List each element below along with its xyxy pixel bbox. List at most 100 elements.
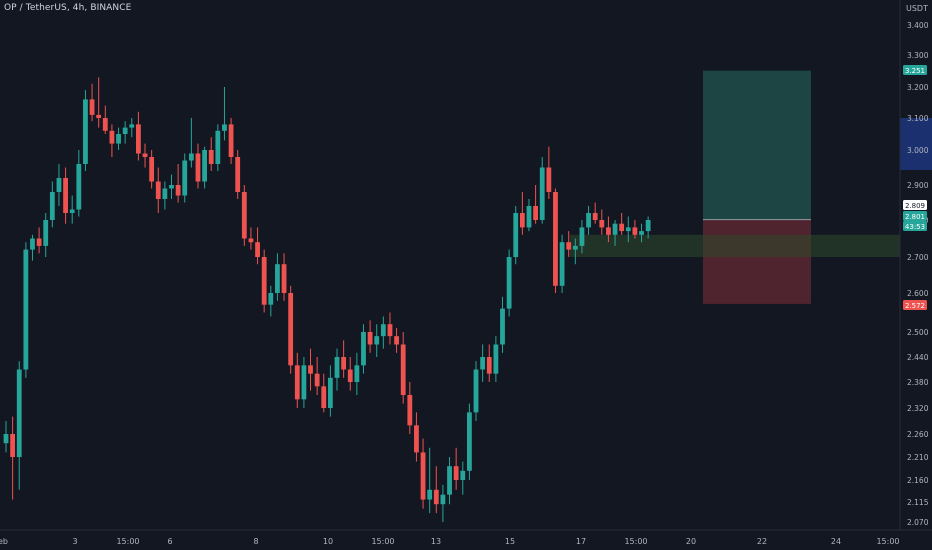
candle [102,105,108,134]
candle-body [420,452,426,500]
candle-body [175,185,181,196]
candle [354,352,360,395]
candle-body [433,489,439,505]
candle-body [453,466,459,480]
candle [553,188,558,293]
candle-body [427,489,433,500]
candle [16,361,22,490]
candle [301,357,307,408]
candle [473,361,479,421]
candle-body [367,332,373,345]
candle-body [56,178,62,192]
candle [241,185,247,246]
candle-body [308,365,313,374]
price-range-highlight [900,118,932,170]
candle-body [606,227,611,235]
candle-body [387,324,393,337]
candle-body [539,167,545,220]
candle [314,357,320,395]
candle-body [480,357,486,370]
candle-body [208,150,214,164]
candle-body [374,336,380,345]
candle-body [10,434,16,457]
price-tag-bg [903,211,927,221]
candle [308,348,313,391]
candle [645,216,651,239]
candle [195,143,201,189]
candle [440,484,446,522]
candle [566,231,572,257]
price-tick-label: 3.200 [907,83,929,92]
position-zones[interactable] [570,70,932,304]
price-tick-label: 3.100 [907,114,929,123]
candle-body [49,192,55,220]
price-tag: 43:53 [903,221,927,231]
price-tick-label: 2.440 [907,353,929,362]
time-tick-label: 3 [72,537,77,546]
candle [129,118,135,138]
candle-body [394,336,399,345]
candle [83,90,88,171]
candle-body [23,249,29,370]
candle [136,111,141,161]
time-tick-label: 15:00 [876,537,899,546]
candle-body [447,466,452,495]
candle-body [235,157,241,192]
candle-body [506,257,512,309]
candle-body [76,164,82,210]
candle [420,438,426,509]
candle [506,249,512,317]
candle-body [599,220,605,228]
candle-body [467,412,472,471]
candle-body [586,213,591,228]
candle-body [188,153,194,161]
time-axis[interactable]: eb 3 15:00 6 8 10 15:00 13 15 17 15:00 20 22 24 15:00 [0,537,900,546]
candle [632,220,638,239]
candle-body [460,470,466,480]
time-tick-label: 15 [505,537,515,546]
candle [606,216,611,243]
candle-body [519,213,525,228]
currency-unit[interactable]: USDT [906,4,928,13]
candle [89,83,95,122]
candle [294,352,300,408]
time-tick-label: 17 [576,537,586,546]
candle [334,348,340,391]
candle [493,336,499,382]
candle-body [129,124,135,128]
candle-body [361,332,366,366]
candle [519,192,525,235]
candle [142,143,148,168]
candle [619,213,625,235]
candle [235,150,241,199]
candle [341,340,347,378]
price-tag-label: 3.251 [905,67,925,75]
time-tick-label: 10 [323,537,333,546]
candle-body [102,118,108,131]
price-tick-label: 2.320 [907,404,929,413]
candle-body [288,293,294,366]
price-tag: 2.801 [903,211,927,221]
candle-body [63,178,68,213]
chart-title[interactable]: OP / TetherUS, 4h, BINANCE [4,3,132,13]
candle-body [327,377,333,408]
candle [387,312,393,345]
candle [572,238,578,265]
candle [526,199,532,232]
candle [69,195,75,224]
candle [625,216,631,243]
price-tag: 3.251 [903,65,927,75]
candle [539,157,545,224]
candle [374,324,380,357]
candle [49,181,55,228]
candle-body [314,373,320,387]
candle-body [149,157,155,182]
candle [162,181,168,210]
candle [208,137,214,171]
candle-body [3,434,9,444]
loss-zone [703,219,811,304]
candle [10,416,16,500]
price-tag: 2.572 [903,300,927,310]
candle [63,167,68,224]
